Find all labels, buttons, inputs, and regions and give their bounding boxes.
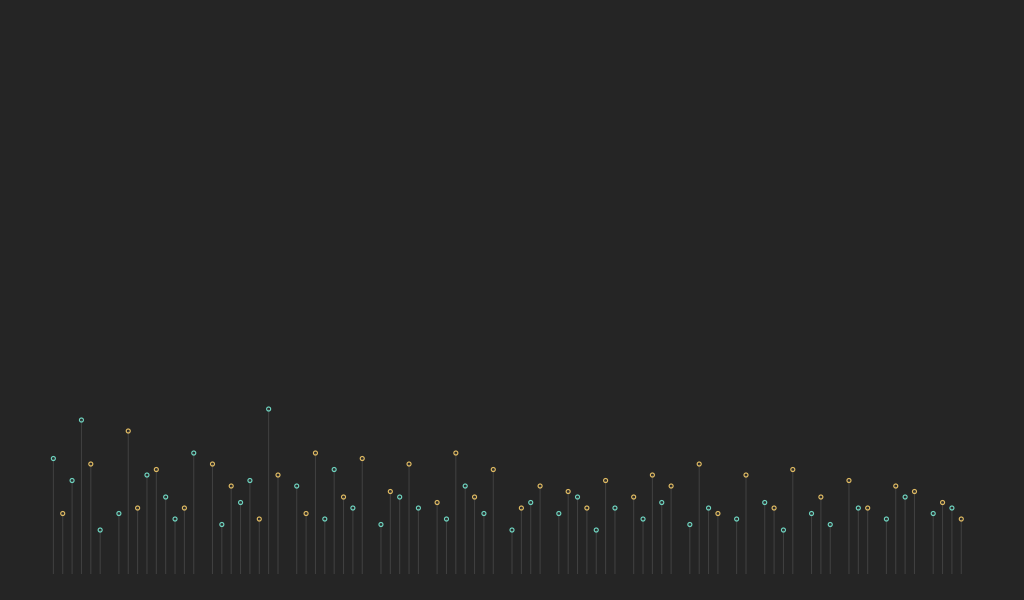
data-point-series-0-point-22 <box>481 510 487 517</box>
data-point-series-0-point-39 <box>883 516 890 522</box>
data-point-series-1-point-5 <box>181 505 187 511</box>
data-point-series-0-point-32 <box>705 505 712 511</box>
data-point-series-1-point-8 <box>256 516 262 522</box>
data-point-series-0-point-27 <box>593 527 599 533</box>
stems-group <box>52 409 962 574</box>
data-point-series-0-point-21 <box>462 483 468 489</box>
data-point-series-1-point-29 <box>715 510 721 517</box>
data-point-series-0-point-38 <box>855 505 861 511</box>
data-point-series-1-point-20 <box>518 505 524 511</box>
data-point-series-0-point-6 <box>163 494 169 500</box>
data-point-series-1-point-34 <box>846 477 852 484</box>
data-point-series-1-point-28 <box>696 461 702 467</box>
data-point-series-1-point-17 <box>453 450 459 456</box>
data-point-series-0-point-2 <box>78 417 85 423</box>
data-point-series-0-point-34 <box>762 499 768 506</box>
data-point-series-0-point-37 <box>827 521 833 528</box>
data-point-series-1-point-35 <box>865 505 871 511</box>
data-point-series-0-point-25 <box>556 510 562 517</box>
data-point-series-0-point-18 <box>397 494 403 500</box>
data-point-series-1-point-10 <box>303 510 309 517</box>
data-point-series-1-point-3 <box>135 505 141 511</box>
data-point-series-0-point-5 <box>144 472 150 478</box>
data-point-series-1-point-7 <box>228 483 234 489</box>
data-point-series-0-point-31 <box>687 521 693 528</box>
data-point-series-0-point-10 <box>237 499 244 506</box>
data-point-series-0-point-9 <box>219 521 225 528</box>
data-point-series-0-point-19 <box>415 505 421 511</box>
data-point-series-1-point-15 <box>406 461 412 467</box>
data-point-series-1-point-27 <box>668 483 674 489</box>
data-point-series-1-point-19 <box>490 466 496 473</box>
data-point-series-1-point-4 <box>153 466 159 473</box>
data-point-series-1-point-32 <box>790 466 796 473</box>
data-point-series-1-point-26 <box>649 472 656 478</box>
data-point-series-0-point-13 <box>294 483 300 489</box>
data-point-series-1-point-25 <box>631 494 637 500</box>
data-point-series-1-point-22 <box>565 488 571 495</box>
data-point-series-1-point-24 <box>602 477 609 484</box>
data-point-series-0-point-7 <box>172 516 178 522</box>
data-point-series-1-point-14 <box>387 488 393 495</box>
data-point-series-1-point-31 <box>771 505 777 511</box>
data-point-series-1-point-37 <box>911 488 918 495</box>
data-point-series-1-point-33 <box>818 494 824 500</box>
data-point-series-0-point-15 <box>331 466 337 473</box>
data-point-series-0-point-23 <box>509 527 515 533</box>
data-point-series-1-point-2 <box>125 428 131 434</box>
data-point-series-0-point-4 <box>116 510 122 517</box>
data-point-series-1-point-1 <box>88 461 94 467</box>
data-point-series-0-point-28 <box>612 505 618 511</box>
data-point-series-0-point-17 <box>378 521 384 528</box>
data-point-series-0-point-20 <box>443 516 450 522</box>
data-point-series-1-point-36 <box>893 483 899 489</box>
data-point-series-1-point-16 <box>434 499 440 506</box>
dots-group <box>50 406 964 533</box>
data-point-series-0-point-35 <box>780 527 787 533</box>
data-point-series-1-point-21 <box>537 483 543 489</box>
data-point-series-0-point-1 <box>69 477 75 484</box>
data-point-series-0-point-26 <box>574 494 581 500</box>
data-point-series-0-point-0 <box>50 455 56 462</box>
data-point-series-0-point-24 <box>528 499 534 506</box>
data-point-series-1-point-11 <box>312 450 319 456</box>
data-point-series-0-point-40 <box>902 494 908 500</box>
data-point-series-1-point-12 <box>340 494 347 500</box>
data-point-series-0-point-8 <box>191 450 197 456</box>
data-point-series-0-point-29 <box>640 516 646 522</box>
data-point-series-0-point-36 <box>808 510 815 517</box>
data-point-series-0-point-42 <box>949 505 955 511</box>
data-point-series-1-point-13 <box>359 455 365 462</box>
data-point-series-0-point-33 <box>734 516 740 522</box>
data-point-series-0-point-12 <box>266 406 272 412</box>
data-point-series-1-point-39 <box>958 516 964 522</box>
data-point-series-0-point-3 <box>97 527 103 533</box>
data-point-series-0-point-16 <box>350 505 356 511</box>
data-point-series-1-point-38 <box>939 499 946 506</box>
data-point-series-1-point-30 <box>743 472 749 478</box>
data-point-series-0-point-14 <box>322 516 328 522</box>
data-point-series-1-point-6 <box>209 461 216 467</box>
data-point-series-0-point-30 <box>659 499 665 506</box>
data-point-series-0-point-11 <box>247 477 253 484</box>
data-point-series-1-point-23 <box>584 505 590 511</box>
data-point-series-1-point-18 <box>471 494 478 500</box>
data-point-series-0-point-41 <box>930 510 936 517</box>
data-point-series-1-point-9 <box>275 472 281 478</box>
data-point-series-1-point-0 <box>60 510 66 517</box>
